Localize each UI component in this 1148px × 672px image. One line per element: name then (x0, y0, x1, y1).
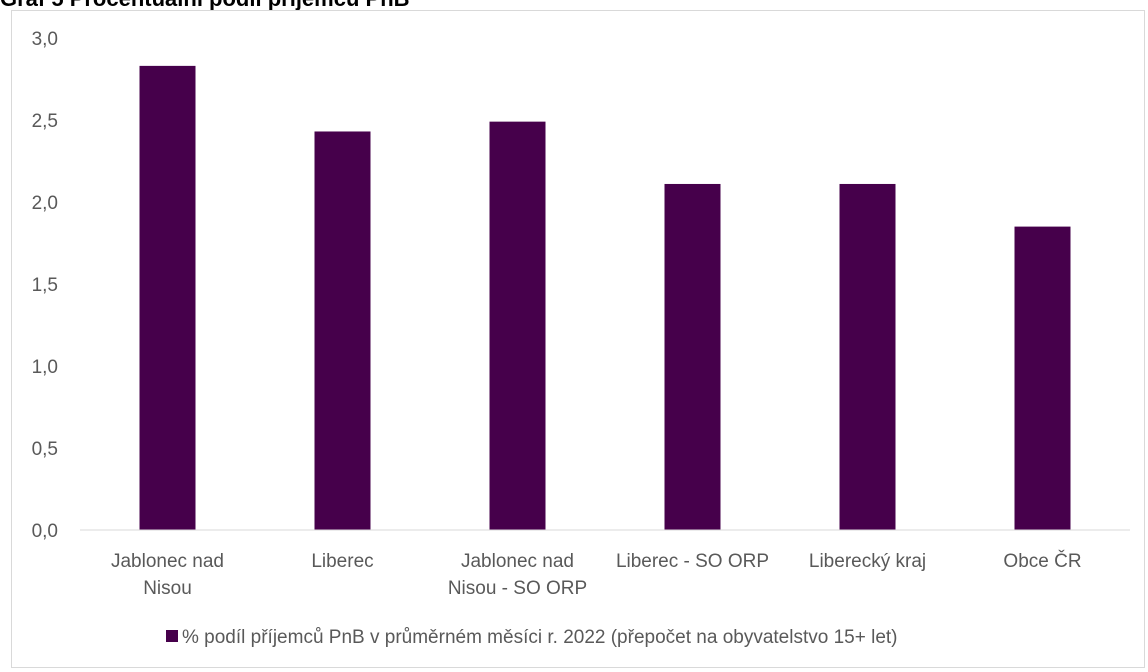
bar (314, 131, 371, 531)
x-category-label: Jablonec nad Nisou (111, 551, 224, 599)
y-tick-label: 1,5 (32, 275, 58, 296)
x-category-label: Liberec - SO ORP (616, 551, 769, 572)
x-category-label: Jablonec nad Nisou - SO ORP (448, 551, 587, 599)
y-axis-ticks: 0,0 0,5 1,0 1,5 2,0 2,5 3,0 (32, 29, 58, 542)
bar (139, 65, 196, 530)
legend-swatch (166, 630, 178, 642)
chart-title: Graf 5 Procentuální podíl příjemců PnB (0, 0, 410, 12)
legend-label: % podíl příjemců PnB v průměrném měsíci … (182, 627, 898, 648)
legend: % podíl příjemců PnB v průměrném měsíci … (166, 627, 898, 648)
y-tick-label: 2,5 (32, 111, 58, 132)
bar (489, 121, 546, 530)
chart-frame (11, 10, 1145, 668)
y-tick-label: 1,0 (32, 357, 58, 378)
bar (664, 183, 721, 530)
y-tick-label: 3,0 (32, 29, 58, 50)
bar (1014, 226, 1071, 530)
x-axis-categories: Jablonec nad Nisou Liberec Jablonec nad Niso… (111, 550, 1082, 599)
bar (839, 183, 896, 530)
y-tick-label: 2,0 (32, 193, 58, 214)
x-category-label: Obce ČR (1003, 550, 1081, 572)
x-category-label: Liberec (311, 551, 373, 572)
bars (139, 65, 1071, 531)
x-category-label: Liberecký kraj (809, 551, 926, 572)
y-tick-label: 0,5 (32, 439, 58, 460)
y-tick-label: 0,0 (32, 521, 58, 542)
